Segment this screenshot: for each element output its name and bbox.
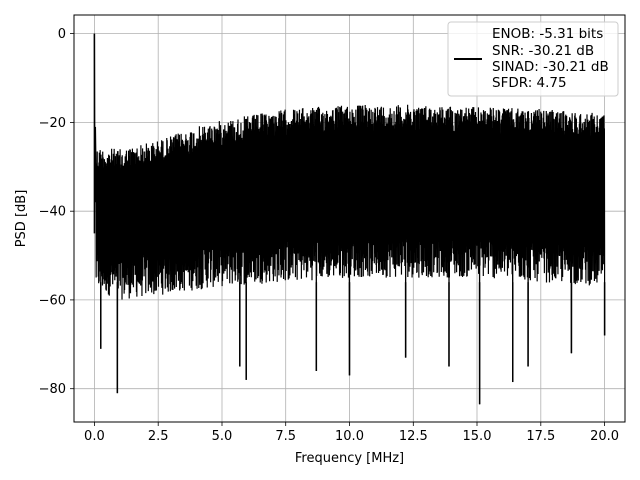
legend-box bbox=[447, 21, 619, 97]
y-axis-label: PSD [dB] bbox=[14, 190, 29, 248]
legend-entry-snr: SNR: -30.21 dB bbox=[492, 43, 594, 59]
axes-frame bbox=[73, 14, 626, 423]
x-tick-label: 20.0 bbox=[590, 429, 619, 444]
y-tick-label: −60 bbox=[39, 293, 66, 308]
x-tick-label: 10.0 bbox=[335, 429, 364, 444]
legend-entry-enob: ENOB: -5.31 bits bbox=[492, 26, 603, 42]
y-tick-label: −80 bbox=[39, 382, 66, 397]
x-tick-label: 12.5 bbox=[399, 429, 428, 444]
psd-series-line bbox=[93, 33, 606, 405]
x-tick-label: 17.5 bbox=[526, 429, 555, 444]
x-axis-ticks: 0.0 2.5 5.0 7.5 10.0 12.5 15.0 17.5 20.0 bbox=[84, 422, 619, 444]
y-tick-label: 0 bbox=[58, 27, 66, 42]
x-tick-label: 7.5 bbox=[275, 429, 296, 444]
plot-area bbox=[93, 33, 606, 405]
legend-entry-sfdr: SFDR: 4.75 bbox=[492, 75, 567, 91]
y-tick-label: −20 bbox=[39, 116, 66, 131]
legend: ENOB: -5.31 bits SNR: -30.21 dB SINAD: -… bbox=[447, 21, 619, 97]
x-axis-label: Frequency [MHz] bbox=[295, 451, 404, 466]
x-tick-label: 5.0 bbox=[212, 429, 233, 444]
legend-entry-sinad: SINAD: -30.21 dB bbox=[492, 59, 609, 75]
x-tick-label: 15.0 bbox=[463, 429, 492, 444]
x-tick-label: 0.0 bbox=[84, 429, 105, 444]
y-axis-ticks: 0 −20 −40 −60 −80 bbox=[39, 27, 74, 397]
x-tick-label: 2.5 bbox=[148, 429, 169, 444]
y-tick-label: −40 bbox=[39, 205, 66, 220]
